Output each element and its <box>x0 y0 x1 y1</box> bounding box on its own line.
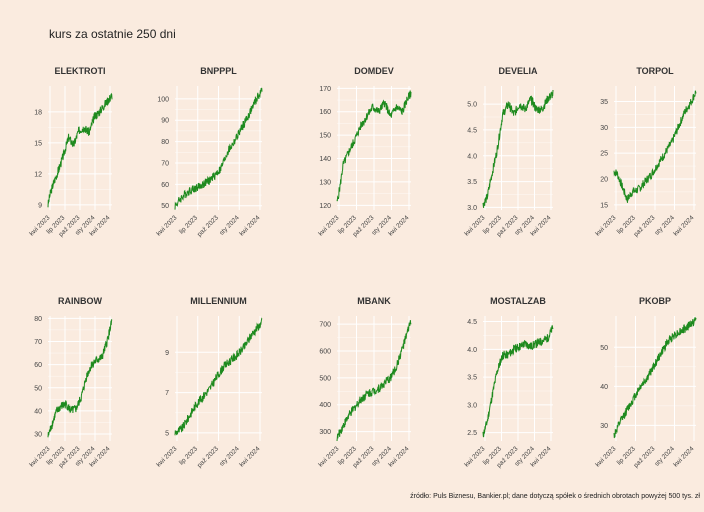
y-tick-label: 15 <box>34 140 42 147</box>
price-line-millennium <box>174 317 263 436</box>
y-tick-label: 100 <box>157 96 169 103</box>
y-tick-label: 5.0 <box>467 102 477 109</box>
y-tick-label: 3.5 <box>467 375 477 382</box>
y-tick-label: 300 <box>319 429 331 436</box>
panel-title: TORPOL <box>636 66 674 76</box>
y-tick-label: 7 <box>165 390 169 397</box>
y-tick-label: 50 <box>34 385 42 392</box>
panel-title: RAINBOW <box>58 296 102 306</box>
y-tick-label: 120 <box>319 203 331 210</box>
panel-title: MILLENNIUM <box>190 296 247 306</box>
y-tick-label: 150 <box>319 133 331 140</box>
y-tick-label: 4.0 <box>467 153 477 160</box>
y-tick-label: 170 <box>319 86 331 93</box>
y-tick-label: 700 <box>319 322 331 329</box>
y-tick-label: 70 <box>161 160 169 167</box>
x-tick-label: kwi 2023 <box>155 214 178 237</box>
y-tick-label: 4.0 <box>467 347 477 354</box>
y-tick-label: 140 <box>319 156 331 163</box>
source-caption: źródło: Puls Biznesu, Bankier.pl; dane d… <box>410 493 700 500</box>
y-tick-label: 50 <box>161 203 169 210</box>
y-tick-label: 70 <box>34 339 42 346</box>
panel-title: MBANK <box>357 296 391 306</box>
x-tick-label: kwi 2024 <box>672 445 695 468</box>
page-title: kurs za ostatnie 250 dni <box>49 27 176 41</box>
price-line-pkobp <box>613 317 697 439</box>
y-tick-label: 5 <box>165 430 169 437</box>
y-tick-label: 30 <box>600 125 608 132</box>
y-tick-label: 90 <box>161 118 169 125</box>
panel-title: MOSTALZAB <box>490 296 546 306</box>
x-tick-label: kwi 2023 <box>317 445 340 468</box>
panel-title: DEVELIA <box>498 66 538 76</box>
y-tick-label: 3.0 <box>467 205 477 212</box>
x-tick-label: kwi 2024 <box>238 445 261 468</box>
panel-title: BNPPPL <box>200 66 237 76</box>
x-tick-label: sty 2024 <box>218 214 241 237</box>
y-tick-label: 80 <box>161 139 169 146</box>
x-tick-label: kwi 2024 <box>238 214 261 237</box>
x-tick-label: kwi 2024 <box>672 214 695 237</box>
y-tick-label: 20 <box>600 177 608 184</box>
price-line-develia <box>482 89 554 208</box>
y-tick-label: 130 <box>319 179 331 186</box>
x-tick-label: paź 2023 <box>633 445 657 469</box>
panel-title: ELEKTROTI <box>55 66 106 76</box>
y-tick-label: 80 <box>34 316 42 323</box>
y-tick-label: 12 <box>34 171 42 178</box>
y-tick-label: 50 <box>600 345 608 352</box>
y-tick-label: 40 <box>600 384 608 391</box>
y-tick-label: 40 <box>34 408 42 415</box>
price-line-elektroti <box>47 92 113 208</box>
panel-title: PKOBP <box>639 296 671 306</box>
y-tick-label: 9 <box>38 202 42 209</box>
x-tick-label: kwi 2023 <box>463 445 486 468</box>
y-tick-label: 30 <box>34 432 42 439</box>
x-tick-label: paź 2023 <box>633 214 657 238</box>
y-tick-label: 60 <box>34 362 42 369</box>
price-line-domdev <box>336 90 412 202</box>
y-tick-label: 15 <box>600 202 608 209</box>
x-tick-label: kwi 2023 <box>594 445 617 468</box>
x-tick-label: sty 2024 <box>218 445 241 468</box>
y-tick-label: 2.5 <box>467 430 477 437</box>
price-line-torpol <box>613 90 697 203</box>
y-tick-label: 9 <box>165 350 169 357</box>
price-line-bnpppl <box>174 87 263 210</box>
y-tick-label: 35 <box>600 99 608 106</box>
y-tick-label: 25 <box>600 151 608 158</box>
y-tick-label: 600 <box>319 348 331 355</box>
y-tick-label: 60 <box>161 182 169 189</box>
price-line-mbank <box>336 320 412 442</box>
x-tick-label: kwi 2023 <box>594 214 617 237</box>
y-tick-label: 3.0 <box>467 402 477 409</box>
y-tick-label: 400 <box>319 402 331 409</box>
x-tick-label: paź 2023 <box>196 445 220 469</box>
x-tick-label: kwi 2023 <box>155 445 178 468</box>
y-tick-label: 4.5 <box>467 127 477 134</box>
y-tick-label: 3.5 <box>467 179 477 186</box>
y-tick-label: 160 <box>319 109 331 116</box>
y-tick-label: 500 <box>319 375 331 382</box>
y-tick-label: 4.5 <box>467 319 477 326</box>
price-line-mostalzab <box>482 324 554 438</box>
price-line-rainbow <box>47 318 113 438</box>
y-tick-label: 30 <box>600 423 608 430</box>
y-tick-label: 18 <box>34 109 42 116</box>
panel-title: DOMDEV <box>354 66 394 76</box>
x-tick-label: kwi 2023 <box>317 214 340 237</box>
x-tick-label: paź 2023 <box>196 214 220 238</box>
x-tick-label: kwi 2023 <box>463 214 486 237</box>
